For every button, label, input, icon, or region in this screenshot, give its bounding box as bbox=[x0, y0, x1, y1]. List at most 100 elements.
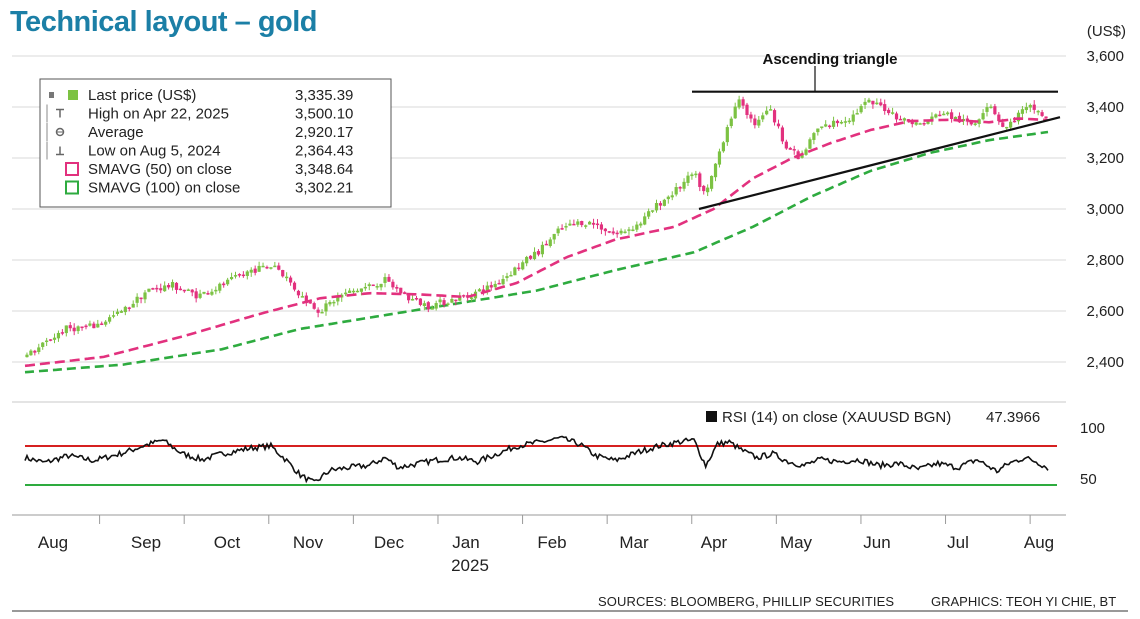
candle bbox=[379, 283, 383, 291]
candle bbox=[229, 272, 234, 281]
candle-body bbox=[981, 113, 985, 120]
candle bbox=[686, 171, 690, 186]
candle bbox=[348, 288, 352, 294]
candle bbox=[25, 352, 29, 358]
candle bbox=[273, 261, 277, 268]
candle bbox=[261, 262, 265, 268]
candle-body bbox=[501, 278, 505, 285]
candle-body bbox=[344, 292, 348, 295]
candle-body bbox=[135, 296, 139, 303]
candle-body bbox=[631, 229, 635, 232]
candle bbox=[403, 291, 407, 295]
candle bbox=[1009, 118, 1013, 130]
candle bbox=[72, 323, 76, 336]
candle-body bbox=[772, 110, 777, 123]
candle bbox=[591, 218, 596, 229]
candle bbox=[875, 98, 879, 105]
candle bbox=[88, 320, 92, 327]
candle-body bbox=[627, 229, 631, 231]
ascending-triangle: Ascending triangle bbox=[692, 51, 1061, 211]
candle bbox=[918, 122, 922, 125]
candle bbox=[29, 349, 33, 356]
candle-body bbox=[182, 289, 186, 292]
candle-body bbox=[729, 118, 733, 127]
candle-body bbox=[658, 203, 663, 206]
candle-body bbox=[753, 118, 757, 126]
candle-body bbox=[348, 290, 352, 293]
candle bbox=[438, 295, 442, 307]
candle-body bbox=[269, 267, 273, 269]
candle-body bbox=[1009, 121, 1013, 128]
candle-body bbox=[37, 347, 41, 352]
candle bbox=[269, 267, 273, 270]
legend-value: 3,348.64 bbox=[295, 161, 353, 178]
candle-body bbox=[477, 289, 482, 292]
candle bbox=[430, 305, 434, 310]
candle bbox=[450, 297, 454, 304]
candle bbox=[709, 175, 714, 192]
candle bbox=[883, 99, 887, 115]
candle bbox=[556, 226, 560, 236]
candle bbox=[851, 110, 855, 126]
candle bbox=[788, 146, 792, 150]
legend-symbol-high bbox=[46, 104, 64, 123]
candle bbox=[749, 111, 753, 123]
candle-body bbox=[694, 173, 698, 176]
candle bbox=[662, 198, 666, 207]
price-tick-label: 3,400 bbox=[1086, 99, 1124, 116]
candle bbox=[462, 294, 466, 299]
candle bbox=[68, 321, 72, 332]
month-label: Apr bbox=[701, 533, 728, 552]
candle bbox=[890, 107, 895, 115]
candle-body bbox=[48, 339, 53, 341]
candle-body bbox=[776, 123, 781, 127]
candle bbox=[706, 184, 710, 197]
candle bbox=[611, 227, 615, 236]
candle-body bbox=[698, 173, 702, 187]
candle-body bbox=[953, 116, 958, 121]
candle bbox=[198, 289, 202, 300]
candle-body bbox=[666, 196, 670, 200]
candle-body bbox=[603, 228, 607, 232]
candle-body bbox=[316, 309, 320, 313]
candle-body bbox=[733, 106, 737, 119]
candle-body bbox=[709, 175, 714, 189]
candle bbox=[548, 237, 552, 248]
candle bbox=[245, 270, 249, 280]
candle-body bbox=[902, 118, 906, 121]
candle-body bbox=[528, 255, 533, 259]
candle bbox=[296, 289, 301, 299]
candle-body bbox=[607, 231, 611, 233]
candle bbox=[658, 201, 663, 211]
candle-body bbox=[328, 301, 332, 305]
candle-body bbox=[894, 113, 899, 120]
candle bbox=[119, 309, 123, 313]
candle bbox=[729, 116, 733, 129]
candle-body bbox=[843, 121, 847, 123]
candle-body bbox=[434, 303, 438, 309]
candle-body bbox=[351, 290, 356, 293]
candle-body bbox=[611, 231, 615, 234]
candle-body bbox=[769, 109, 773, 111]
month-label: Aug bbox=[38, 533, 68, 552]
candle bbox=[37, 343, 41, 355]
candle-body bbox=[934, 114, 938, 118]
candle bbox=[670, 191, 674, 201]
candle-body bbox=[662, 199, 666, 206]
candle bbox=[233, 271, 238, 279]
candle bbox=[536, 249, 541, 257]
candle bbox=[894, 111, 899, 123]
candle-body bbox=[643, 216, 647, 225]
candle bbox=[674, 182, 678, 197]
candle bbox=[776, 119, 781, 129]
candle bbox=[163, 281, 167, 292]
candle-body bbox=[942, 113, 946, 116]
candle-body bbox=[584, 225, 588, 227]
candle bbox=[812, 131, 816, 145]
rsi-legend-swatch bbox=[706, 411, 717, 422]
candle bbox=[835, 119, 840, 127]
candle-body bbox=[650, 210, 655, 212]
candle-body bbox=[851, 114, 855, 122]
candle bbox=[253, 265, 257, 276]
month-label: Jul bbox=[947, 533, 969, 552]
